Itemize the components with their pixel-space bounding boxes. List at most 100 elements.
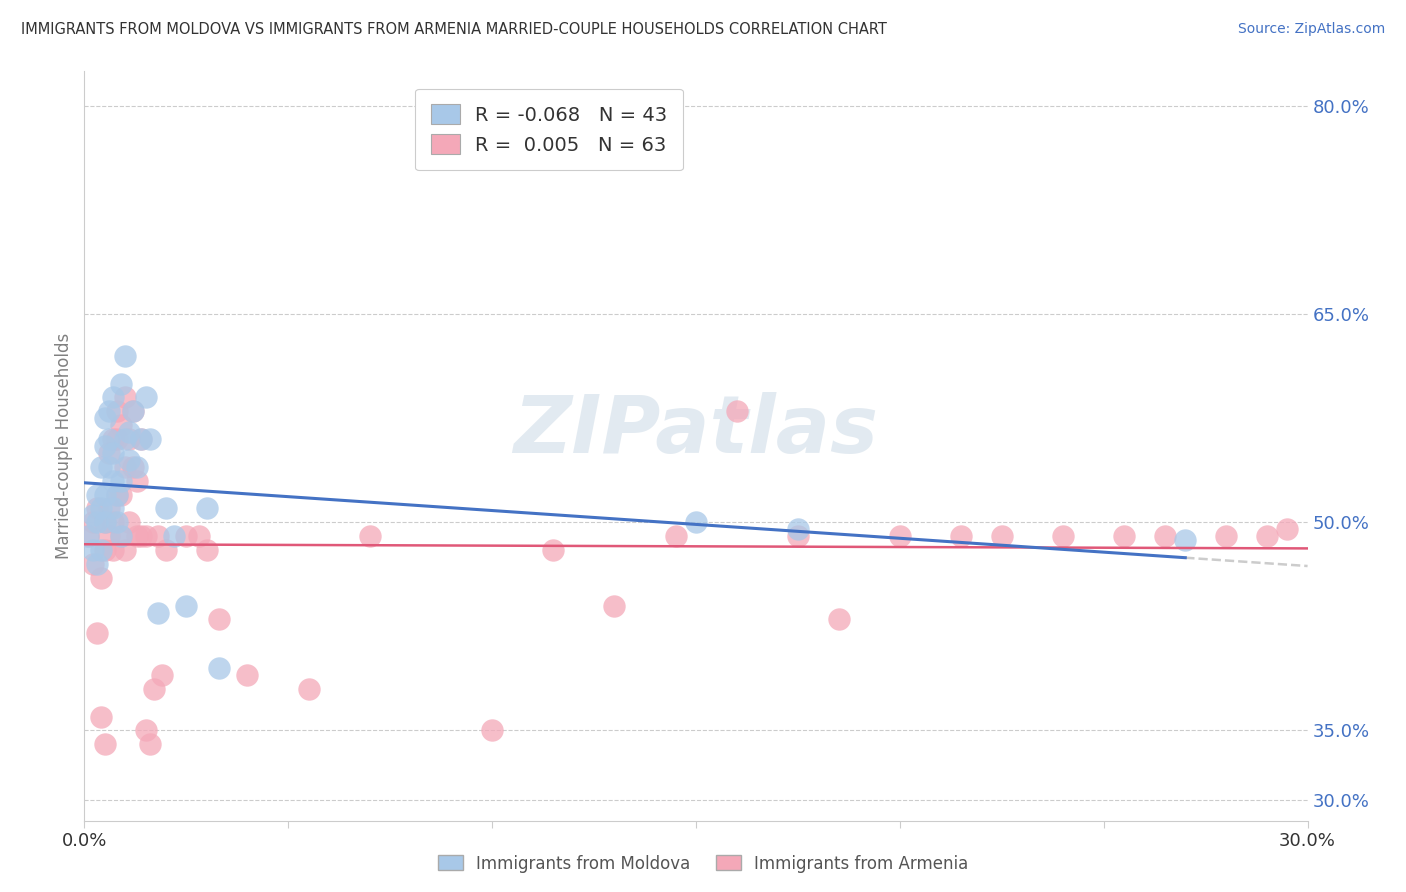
Point	[1114, 529, 1136, 543]
Point	[105, 516, 128, 530]
Point	[93, 516, 115, 530]
Point	[77, 529, 100, 543]
Point	[127, 459, 149, 474]
Point	[195, 501, 218, 516]
Point	[685, 516, 707, 530]
Point	[90, 501, 112, 516]
Point	[86, 516, 108, 530]
Text: ZIPatlas: ZIPatlas	[513, 392, 879, 470]
Point	[93, 439, 115, 453]
Point	[135, 391, 157, 405]
Point	[97, 501, 120, 516]
Point	[208, 661, 231, 675]
Point	[1215, 529, 1237, 543]
Point	[86, 626, 108, 640]
Point	[603, 599, 626, 613]
Point	[146, 606, 169, 620]
Point	[93, 543, 115, 558]
Point	[114, 459, 136, 474]
Point	[114, 432, 136, 446]
Point	[93, 737, 115, 751]
Point	[163, 529, 186, 543]
Point	[787, 522, 810, 536]
Point	[1174, 533, 1197, 548]
Point	[1277, 522, 1299, 536]
Y-axis label: Married-couple Households: Married-couple Households	[55, 333, 73, 559]
Point	[101, 391, 124, 405]
Point	[118, 432, 141, 446]
Point	[93, 411, 115, 425]
Point	[105, 404, 128, 418]
Point	[110, 376, 132, 391]
Point	[118, 516, 141, 530]
Point	[122, 459, 145, 474]
Point	[150, 668, 173, 682]
Point	[77, 529, 100, 543]
Point	[114, 349, 136, 363]
Point	[90, 543, 112, 558]
Point	[110, 529, 132, 543]
Point	[101, 432, 124, 446]
Point	[118, 425, 141, 439]
Point	[138, 432, 160, 446]
Point	[97, 459, 120, 474]
Point	[90, 571, 112, 585]
Point	[236, 668, 259, 682]
Point	[97, 404, 120, 418]
Point	[101, 543, 124, 558]
Point	[155, 543, 177, 558]
Point	[787, 529, 810, 543]
Point	[991, 529, 1014, 543]
Point	[86, 557, 108, 571]
Point	[86, 487, 108, 501]
Point	[131, 529, 153, 543]
Point	[665, 529, 688, 543]
Point	[725, 404, 748, 418]
Point	[90, 709, 112, 723]
Point	[90, 459, 112, 474]
Point	[131, 432, 153, 446]
Point	[101, 501, 124, 516]
Point	[101, 474, 124, 488]
Point	[105, 487, 128, 501]
Point	[889, 529, 911, 543]
Point	[93, 487, 115, 501]
Point	[93, 516, 115, 530]
Point	[187, 529, 209, 543]
Legend: Immigrants from Moldova, Immigrants from Armenia: Immigrants from Moldova, Immigrants from…	[432, 848, 974, 880]
Text: IMMIGRANTS FROM MOLDOVA VS IMMIGRANTS FROM ARMENIA MARRIED-COUPLE HOUSEHOLDS COR: IMMIGRANTS FROM MOLDOVA VS IMMIGRANTS FR…	[21, 22, 887, 37]
Point	[122, 404, 145, 418]
Point	[110, 529, 132, 543]
Point	[359, 529, 381, 543]
Text: Source: ZipAtlas.com: Source: ZipAtlas.com	[1237, 22, 1385, 37]
Point	[1256, 529, 1278, 543]
Point	[105, 432, 128, 446]
Point	[174, 529, 197, 543]
Point	[828, 612, 851, 626]
Point	[146, 529, 169, 543]
Point	[131, 432, 153, 446]
Point	[105, 487, 128, 501]
Point	[135, 723, 157, 738]
Point	[208, 612, 231, 626]
Point	[122, 404, 145, 418]
Point	[110, 474, 132, 488]
Point	[481, 723, 503, 738]
Point	[97, 432, 120, 446]
Point	[1052, 529, 1074, 543]
Point	[118, 453, 141, 467]
Point	[114, 543, 136, 558]
Point	[127, 529, 149, 543]
Point	[101, 446, 124, 460]
Point	[101, 516, 124, 530]
Point	[174, 599, 197, 613]
Point	[86, 501, 108, 516]
Point	[155, 501, 177, 516]
Point	[298, 681, 321, 696]
Point	[114, 391, 136, 405]
Point	[1154, 529, 1177, 543]
Point	[135, 529, 157, 543]
Point	[110, 418, 132, 433]
Point	[82, 508, 104, 523]
Point	[82, 516, 104, 530]
